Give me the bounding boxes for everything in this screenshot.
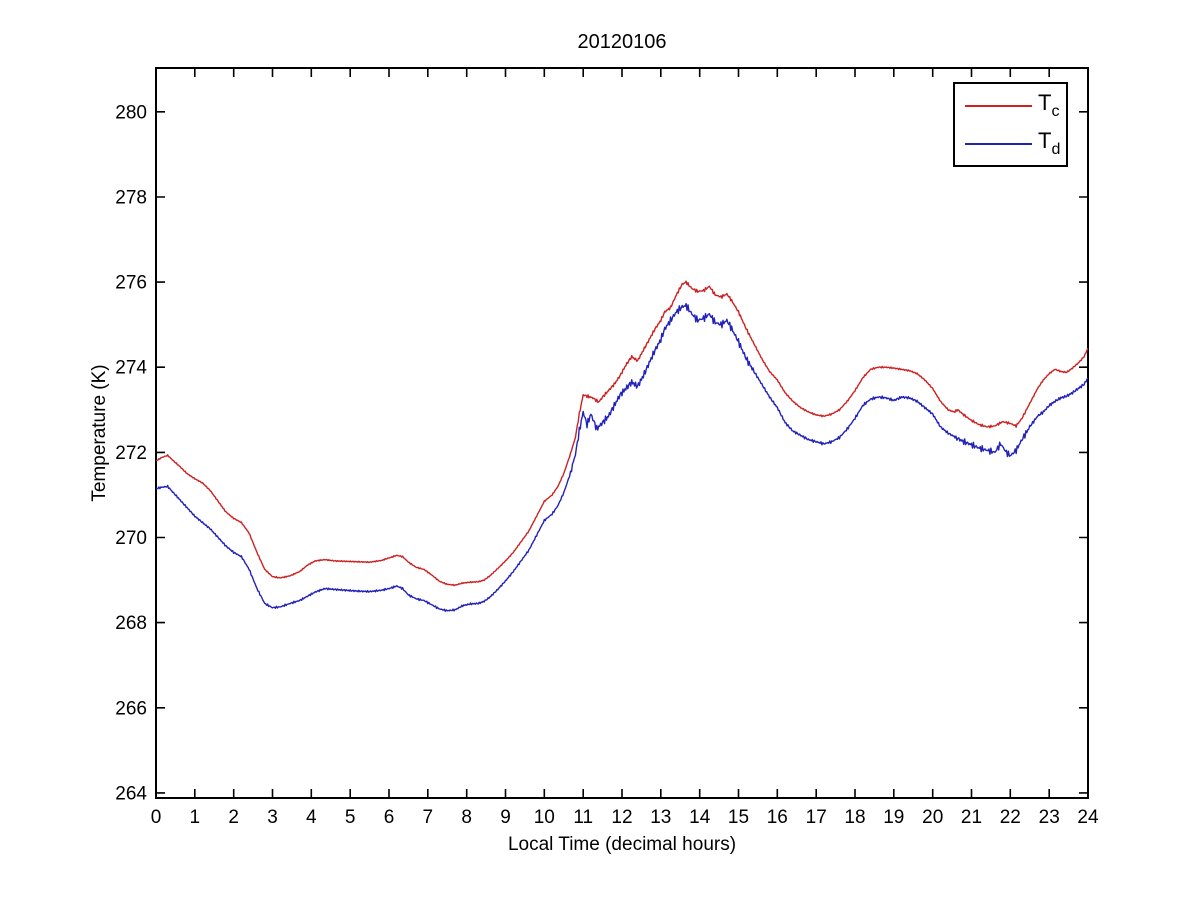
y-tick-label: 270 — [115, 528, 147, 549]
y-tick-label: 266 — [115, 698, 147, 719]
x-tick-label: 19 — [883, 807, 904, 828]
series-Td — [155, 302, 1089, 612]
y-tick-label: 276 — [115, 273, 147, 294]
x-axis-label: Local Time (decimal hours) — [507, 834, 737, 855]
y-tick-label: 268 — [115, 613, 147, 634]
x-tick-label: 0 — [151, 807, 162, 828]
legend-line-tc — [965, 105, 1032, 107]
x-tick-label: 4 — [306, 807, 317, 828]
y-tick-label: 264 — [115, 783, 147, 804]
x-tick-label: 20 — [922, 807, 943, 828]
x-tick-label: 11 — [573, 807, 593, 828]
legend-label-td-main: T — [1038, 128, 1052, 153]
x-tick-label: 22 — [1000, 807, 1021, 828]
x-tick-label: 15 — [728, 807, 749, 828]
y-tick-label: 280 — [115, 102, 147, 123]
legend-label-tc-sub: c — [1051, 103, 1060, 120]
y-axis-label: Temperature (K) — [89, 364, 110, 502]
x-tick-label: 17 — [806, 807, 827, 828]
x-tick-label: 5 — [345, 807, 356, 828]
x-tick-label: 23 — [1039, 807, 1060, 828]
x-tick-label: 18 — [844, 807, 865, 828]
x-tick-label: 1 — [190, 807, 201, 828]
x-tick-label: 24 — [1077, 807, 1099, 828]
y-tick-label: 272 — [115, 443, 147, 464]
y-tick-label: 274 — [115, 358, 147, 379]
axis-ticks — [155, 68, 1089, 798]
x-tick-label: 21 — [961, 807, 982, 828]
x-tick-label: 6 — [384, 807, 395, 828]
series-Tc — [155, 280, 1089, 587]
y-tick-label: 278 — [115, 188, 147, 209]
legend: Tc Td — [953, 82, 1068, 167]
x-tick-label: 14 — [689, 807, 711, 828]
x-tick-label: 13 — [650, 807, 671, 828]
x-tick-label: 10 — [534, 807, 555, 828]
legend-label-tc: Tc — [1038, 90, 1060, 120]
legend-label-td: Td — [1038, 128, 1061, 158]
x-tick-label: 9 — [500, 807, 511, 828]
legend-label-tc-main: T — [1038, 90, 1052, 115]
chart-title: 20120106 — [577, 31, 667, 53]
x-tick-label: 8 — [461, 807, 472, 828]
x-tick-label: 7 — [423, 807, 434, 828]
legend-line-td — [965, 143, 1032, 145]
x-tick-label: 3 — [267, 807, 278, 828]
legend-label-td-sub: d — [1051, 141, 1061, 158]
x-tick-label: 2 — [228, 807, 239, 828]
x-tick-label: 12 — [611, 807, 632, 828]
x-tick-label: 16 — [767, 807, 788, 828]
